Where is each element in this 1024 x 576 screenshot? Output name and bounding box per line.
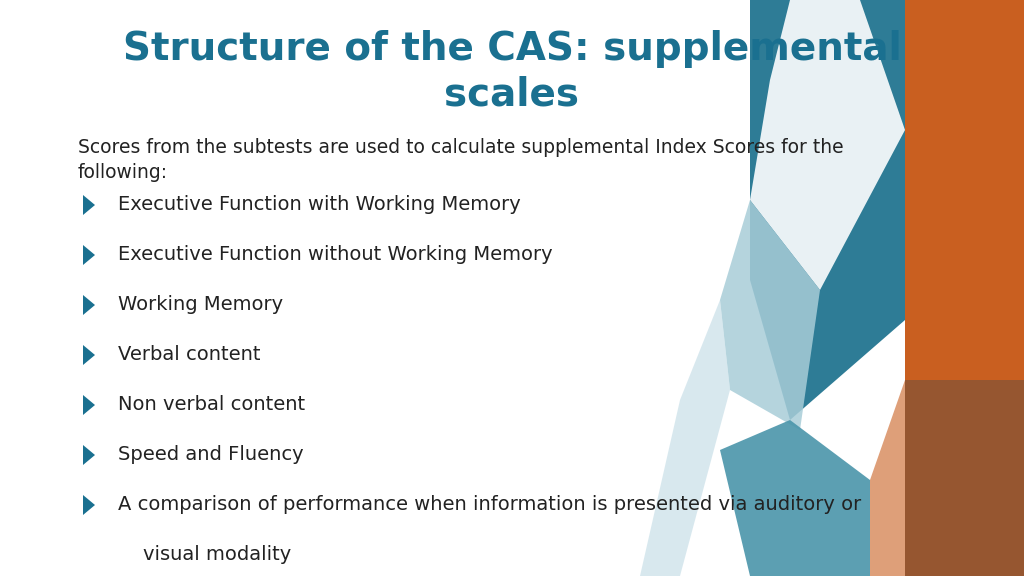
Text: Non verbal content: Non verbal content: [118, 396, 305, 415]
Text: Executive Function without Working Memory: Executive Function without Working Memor…: [118, 245, 553, 264]
Text: Scores from the subtests are used to calculate supplemental Index Scores for the: Scores from the subtests are used to cal…: [78, 138, 844, 157]
Polygon shape: [640, 300, 730, 576]
Polygon shape: [905, 0, 1024, 576]
Text: Verbal content: Verbal content: [118, 346, 260, 365]
Polygon shape: [720, 420, 870, 576]
Polygon shape: [720, 200, 820, 430]
Polygon shape: [870, 380, 1024, 576]
Polygon shape: [83, 295, 95, 315]
Polygon shape: [750, 0, 905, 290]
Text: Executive Function with Working Memory: Executive Function with Working Memory: [118, 195, 521, 214]
Text: scales: scales: [444, 75, 580, 113]
Text: A comparison of performance when information is presented via auditory or: A comparison of performance when informa…: [118, 495, 861, 514]
Polygon shape: [83, 495, 95, 515]
Text: Working Memory: Working Memory: [118, 295, 283, 314]
Polygon shape: [83, 345, 95, 365]
Polygon shape: [83, 395, 95, 415]
Text: following:: following:: [78, 163, 168, 182]
Text: Structure of the CAS: supplemental: Structure of the CAS: supplemental: [123, 30, 901, 68]
Text: Speed and Fluency: Speed and Fluency: [118, 445, 304, 464]
Polygon shape: [905, 380, 1024, 576]
Polygon shape: [83, 445, 95, 465]
Text: visual modality: visual modality: [118, 545, 291, 564]
Polygon shape: [83, 245, 95, 265]
Polygon shape: [750, 0, 905, 420]
Polygon shape: [83, 195, 95, 215]
